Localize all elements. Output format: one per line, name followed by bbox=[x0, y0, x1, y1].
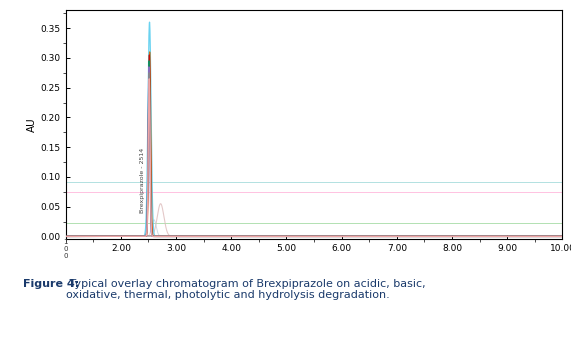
Text: 1
0
0: 1 0 0 bbox=[63, 239, 68, 259]
Text: Brexpiprazole - 2514: Brexpiprazole - 2514 bbox=[140, 147, 145, 213]
Y-axis label: AU: AU bbox=[26, 118, 37, 132]
Text: Typical overlay chromatogram of Brexpiprazole on acidic, basic,
oxidative, therm: Typical overlay chromatogram of Brexpipr… bbox=[66, 279, 425, 300]
Text: Figure 4:: Figure 4: bbox=[23, 279, 79, 289]
